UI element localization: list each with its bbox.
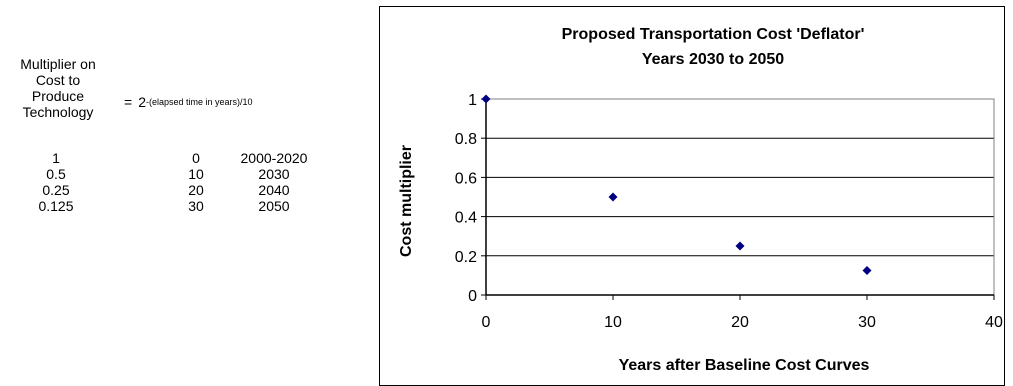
table-cell-period: 2040 xyxy=(258,182,290,198)
data-point-marker xyxy=(608,192,618,202)
axis-layer xyxy=(481,98,995,300)
point-layer xyxy=(481,94,872,275)
data-point-marker xyxy=(735,241,745,251)
chart-title-line-2: Years 2030 to 2050 xyxy=(642,51,784,68)
data-point-marker xyxy=(481,94,491,104)
multiplier-label-line: Multiplier on xyxy=(20,56,96,72)
multiplier-label-line: Cost to xyxy=(35,72,81,88)
x-axis-label: Years after Baseline Cost Curves xyxy=(619,357,870,374)
y-tick-label: 0 xyxy=(468,288,477,305)
y-tick-label: 0.4 xyxy=(455,210,477,227)
table-cell-years: 20 xyxy=(188,182,204,198)
tick-layer: 00.20.40.60.810 10 20 30 40 xyxy=(455,92,1003,331)
x-tick-label: 0 xyxy=(482,314,491,331)
data-point-marker xyxy=(862,266,872,275)
table-cell-multiplier: 1 xyxy=(52,150,60,166)
formula-equals: = xyxy=(124,94,133,110)
y-tick-label: 0.2 xyxy=(455,249,477,266)
x-tick-label: 10 xyxy=(604,314,622,331)
x-tick-label: 20 xyxy=(731,314,749,331)
table-cell-period: 2050 xyxy=(258,198,290,214)
chart-title-line-1: Proposed Transportation Cost 'Deflator' xyxy=(562,26,865,43)
table-cell-years: 30 xyxy=(188,198,204,214)
y-axis-label: Cost multiplier xyxy=(398,145,415,257)
formula-base: 2 xyxy=(138,94,146,110)
chart-area: Proposed Transportation Cost 'Deflator' … xyxy=(379,6,1005,386)
table-cell-years: 10 xyxy=(188,166,204,182)
y-tick-label: 1 xyxy=(468,92,477,109)
multiplier-label-line: Produce xyxy=(31,88,85,104)
table-cell-multiplier: 0.5 xyxy=(46,166,66,182)
table-cell-period: 2000-2020 xyxy=(240,150,308,166)
multiplier-label-line: Technology xyxy=(22,104,94,120)
table-cell-years: 0 xyxy=(192,150,200,166)
x-tick-label: 30 xyxy=(858,314,876,331)
table-cell-multiplier: 0.125 xyxy=(38,198,74,214)
plot-area-frame xyxy=(485,98,995,296)
y-tick-label: 0.8 xyxy=(455,131,477,148)
grid-layer xyxy=(486,98,994,257)
formula-exponent: -(elapsed time in years)/10 xyxy=(145,97,253,107)
formula: = 2-(elapsed time in years)/10 xyxy=(124,94,253,110)
x-tick-label: 40 xyxy=(985,314,1003,331)
table-cell-period: 2030 xyxy=(258,166,290,182)
multiplier-label: Multiplier on Cost to Produce Technology xyxy=(4,56,112,120)
chart-svg: Proposed Transportation Cost 'Deflator' … xyxy=(398,26,1003,374)
y-tick-label: 0.6 xyxy=(455,170,477,187)
table-cell-multiplier: 0.25 xyxy=(42,182,70,198)
